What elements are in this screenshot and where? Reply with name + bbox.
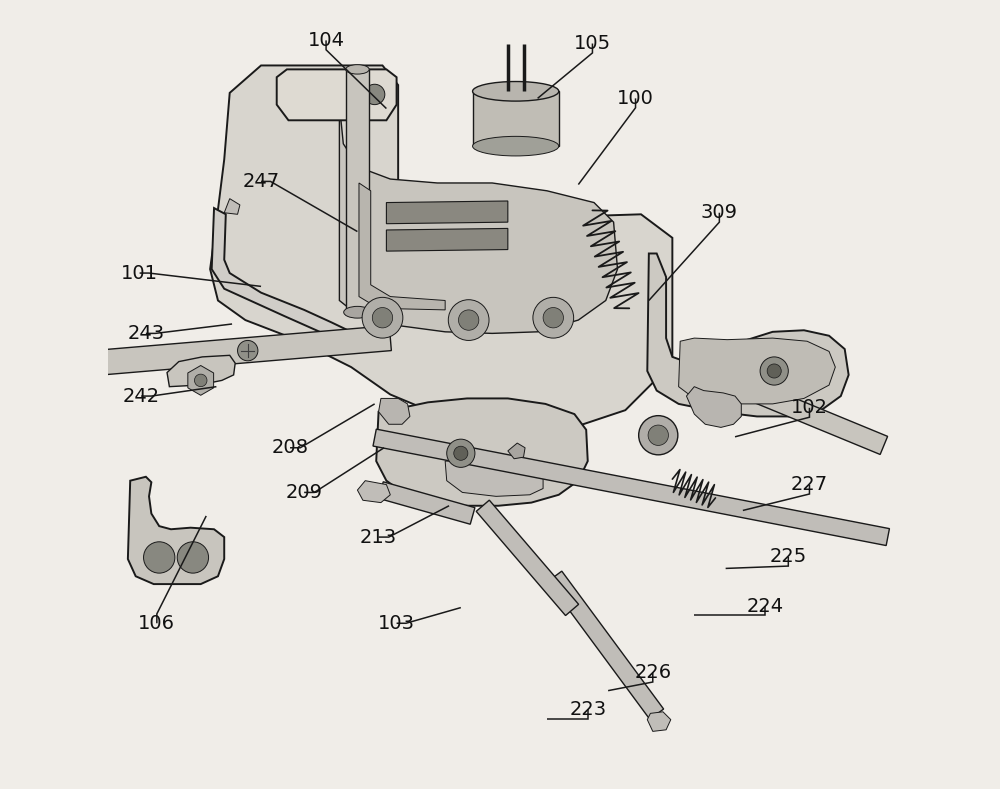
Polygon shape [188,365,214,395]
Text: 213: 213 [360,528,397,547]
Ellipse shape [344,306,371,318]
Circle shape [648,425,668,446]
Circle shape [372,308,393,328]
Circle shape [454,447,468,460]
Circle shape [177,542,209,573]
Circle shape [543,308,563,328]
Ellipse shape [346,65,369,74]
Text: 243: 243 [127,324,164,343]
Circle shape [760,357,788,385]
Circle shape [639,416,678,454]
Polygon shape [357,481,390,503]
Polygon shape [473,92,559,146]
Circle shape [362,297,403,338]
Polygon shape [167,355,235,387]
Text: 224: 224 [746,596,783,615]
Text: 106: 106 [138,614,175,633]
Polygon shape [379,398,410,424]
Polygon shape [386,201,508,224]
Polygon shape [224,199,240,215]
Circle shape [144,542,175,573]
Polygon shape [92,326,391,376]
Polygon shape [210,65,672,428]
Circle shape [238,340,258,361]
Circle shape [447,439,475,467]
Polygon shape [508,443,525,458]
Text: 226: 226 [634,663,671,682]
Polygon shape [386,228,508,251]
Polygon shape [339,105,618,334]
Circle shape [458,310,479,331]
Text: 104: 104 [308,31,345,50]
Polygon shape [445,461,543,496]
Polygon shape [379,482,475,524]
Text: 102: 102 [791,398,828,417]
Polygon shape [376,398,588,506]
Circle shape [533,297,574,338]
Text: 208: 208 [272,438,309,458]
Ellipse shape [473,136,559,156]
Polygon shape [647,712,671,731]
Polygon shape [686,387,741,428]
Circle shape [194,374,207,387]
Text: 247: 247 [242,172,280,191]
Text: 103: 103 [378,614,415,633]
Polygon shape [346,69,369,312]
Polygon shape [277,69,397,120]
Polygon shape [476,500,579,615]
Polygon shape [359,183,445,310]
Text: 209: 209 [286,483,323,502]
Circle shape [364,84,385,105]
Polygon shape [679,338,835,404]
Ellipse shape [473,81,559,101]
Polygon shape [647,253,849,417]
Text: 242: 242 [123,387,160,406]
Text: 223: 223 [569,700,606,719]
Text: 309: 309 [701,204,738,222]
Text: 101: 101 [121,264,158,282]
Polygon shape [128,477,224,584]
Text: 227: 227 [791,475,828,494]
Circle shape [767,364,781,378]
Polygon shape [373,429,889,545]
Polygon shape [548,571,664,720]
Polygon shape [684,356,888,454]
Text: 100: 100 [617,89,654,108]
Circle shape [448,300,489,340]
Text: 225: 225 [770,548,807,567]
Polygon shape [212,208,351,346]
Text: 105: 105 [574,34,611,53]
